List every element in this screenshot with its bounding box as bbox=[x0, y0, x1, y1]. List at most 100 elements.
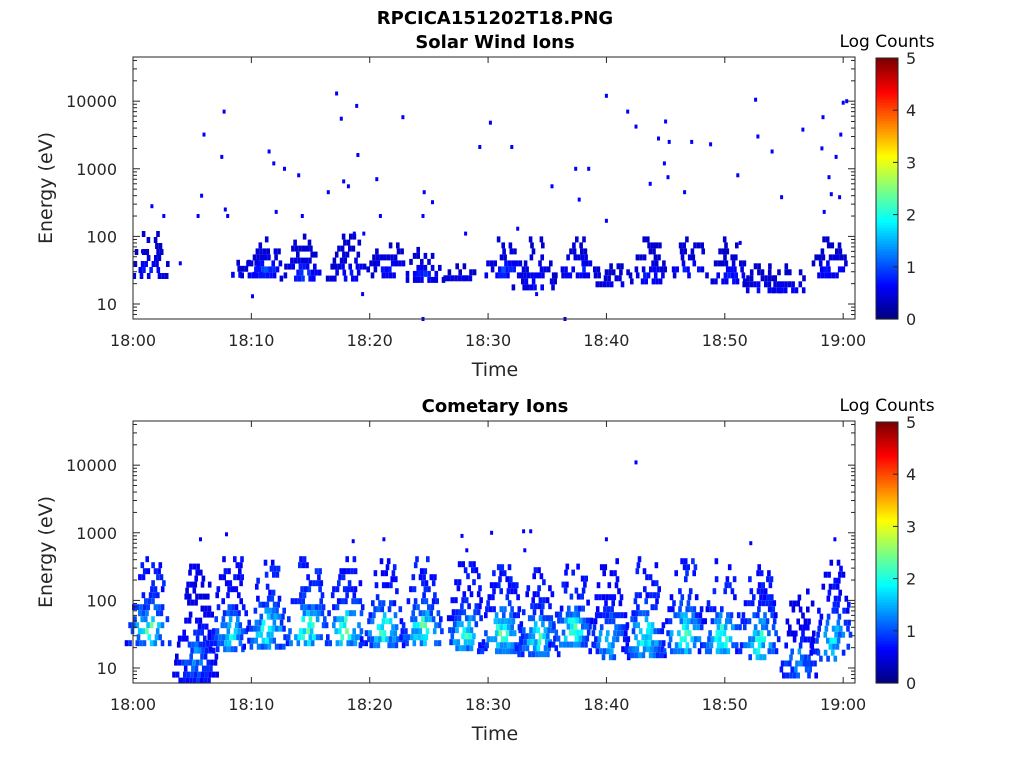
spectrogram-cell bbox=[395, 588, 399, 595]
spectrogram-cell bbox=[254, 637, 258, 644]
spectrogram-cell bbox=[435, 598, 439, 605]
spectrogram-cell bbox=[392, 564, 397, 571]
spectrogram-point bbox=[488, 120, 492, 125]
spectrogram-cell bbox=[140, 261, 145, 267]
spectrogram-cell bbox=[636, 604, 640, 611]
colorbar-segment bbox=[876, 654, 898, 658]
spectrogram-cell bbox=[187, 641, 192, 648]
spectrogram-cell bbox=[593, 266, 597, 273]
spectrogram-cell bbox=[160, 604, 165, 611]
spectrogram-cell bbox=[238, 271, 242, 278]
spectrogram-cell bbox=[204, 623, 209, 630]
spectrogram-cell bbox=[236, 574, 241, 581]
spectrogram-cell bbox=[387, 642, 391, 649]
spectrogram-cell bbox=[472, 269, 477, 276]
spectrogram-cell bbox=[564, 266, 568, 273]
spectrogram-cell bbox=[260, 643, 264, 650]
spectrogram-cell bbox=[740, 618, 745, 625]
spectrogram-cell bbox=[195, 593, 199, 600]
colorbar-segment bbox=[876, 487, 898, 491]
colorbar-segment bbox=[876, 646, 898, 650]
spectrogram-cell bbox=[446, 615, 451, 622]
spectrogram-cell bbox=[807, 636, 811, 643]
spectrogram-cell bbox=[461, 561, 465, 568]
spectrogram-cell bbox=[383, 254, 387, 261]
spectrogram-cell bbox=[282, 643, 286, 650]
spectrogram-cell bbox=[557, 617, 561, 624]
spectrogram-cell bbox=[798, 660, 803, 667]
colorbar-tick-label: 0 bbox=[906, 674, 916, 693]
spectrogram-cell bbox=[214, 616, 218, 623]
spectrogram-cell bbox=[430, 276, 435, 283]
spectrogram-cell bbox=[346, 568, 351, 575]
spectrogram-cell bbox=[678, 242, 683, 249]
spectrogram-cell bbox=[490, 266, 495, 273]
spectrogram-cell bbox=[644, 598, 648, 605]
spectrogram-cell bbox=[439, 616, 443, 623]
spectrogram-cell bbox=[455, 645, 459, 652]
spectrogram-cell bbox=[454, 615, 458, 622]
spectrogram-cell bbox=[155, 628, 160, 635]
spectrogram-cell bbox=[191, 665, 195, 672]
spectrogram-cell bbox=[294, 275, 298, 282]
spectrogram-cell bbox=[753, 281, 757, 288]
colorbar-segment bbox=[876, 316, 898, 320]
spectrogram-cell bbox=[661, 640, 666, 647]
spectrogram-cell bbox=[307, 622, 311, 629]
spectrogram-cell bbox=[684, 630, 688, 637]
spectrogram-cell bbox=[260, 625, 265, 632]
spectrogram-cell bbox=[307, 586, 312, 593]
spectrogram-cell bbox=[339, 568, 343, 575]
spectrogram-cell bbox=[691, 254, 696, 261]
spectrogram-cell bbox=[141, 574, 146, 581]
spectrogram-cell bbox=[756, 612, 760, 619]
spectrogram-cell bbox=[351, 598, 355, 605]
spectrogram-point bbox=[664, 119, 668, 124]
colorbar-segment bbox=[876, 295, 898, 299]
spectrogram-cell bbox=[450, 633, 455, 640]
spectrogram-cell bbox=[304, 257, 309, 264]
panel-title: Solar Wind Ions bbox=[415, 32, 574, 53]
colorbar-tick-label: 2 bbox=[906, 206, 916, 225]
spectrogram-cell bbox=[472, 561, 476, 568]
spectrogram-point bbox=[648, 181, 652, 186]
spectrogram-cell bbox=[449, 639, 453, 646]
colorbar-segment bbox=[876, 667, 898, 671]
spectrogram-cell bbox=[790, 666, 794, 673]
spectrogram-cell bbox=[599, 564, 604, 571]
spectrogram-cell bbox=[353, 640, 358, 647]
spectrogram-cell bbox=[434, 276, 439, 283]
colorbar-segment bbox=[876, 138, 898, 143]
spectrogram-cell bbox=[203, 677, 208, 684]
spectrogram-cell bbox=[550, 591, 555, 598]
spectrogram-cell bbox=[328, 640, 332, 647]
spectrogram-cell bbox=[227, 568, 231, 575]
spectrogram-cell bbox=[496, 236, 501, 243]
spectrogram-cell bbox=[760, 588, 764, 595]
spectrogram-cell bbox=[634, 592, 639, 599]
spectrogram-cell bbox=[271, 607, 276, 614]
panel-cometary-ions: Cometary Ions 18:00 18:10 18:20 18:30 18:40 1… bbox=[35, 396, 935, 745]
spectrogram-cell bbox=[264, 266, 269, 273]
spectrogram-cell bbox=[827, 589, 832, 596]
spectrogram-cell bbox=[655, 278, 659, 285]
spectrogram-cell bbox=[319, 580, 324, 587]
spectrogram-point bbox=[346, 184, 350, 189]
spectrogram-cell bbox=[797, 594, 802, 601]
spectrogram-cell bbox=[640, 278, 645, 285]
spectrogram-cell bbox=[402, 634, 407, 641]
spectrogram-cell bbox=[727, 272, 731, 279]
spectrogram-cell bbox=[417, 634, 421, 641]
spectrogram-cell bbox=[635, 254, 640, 261]
colorbar-segment bbox=[876, 651, 898, 655]
spectrogram-cell bbox=[685, 606, 689, 613]
spectrogram-cell bbox=[207, 581, 212, 588]
spectrogram-cell bbox=[512, 266, 516, 273]
spectrogram-cell bbox=[458, 609, 463, 616]
spectrogram-cell bbox=[239, 580, 243, 587]
colorbar-segment bbox=[876, 427, 898, 431]
spectrogram-cell bbox=[485, 606, 489, 613]
spectrogram-cell bbox=[577, 641, 581, 648]
colorbar-segment bbox=[876, 238, 898, 242]
spectrogram-cell bbox=[373, 606, 377, 613]
